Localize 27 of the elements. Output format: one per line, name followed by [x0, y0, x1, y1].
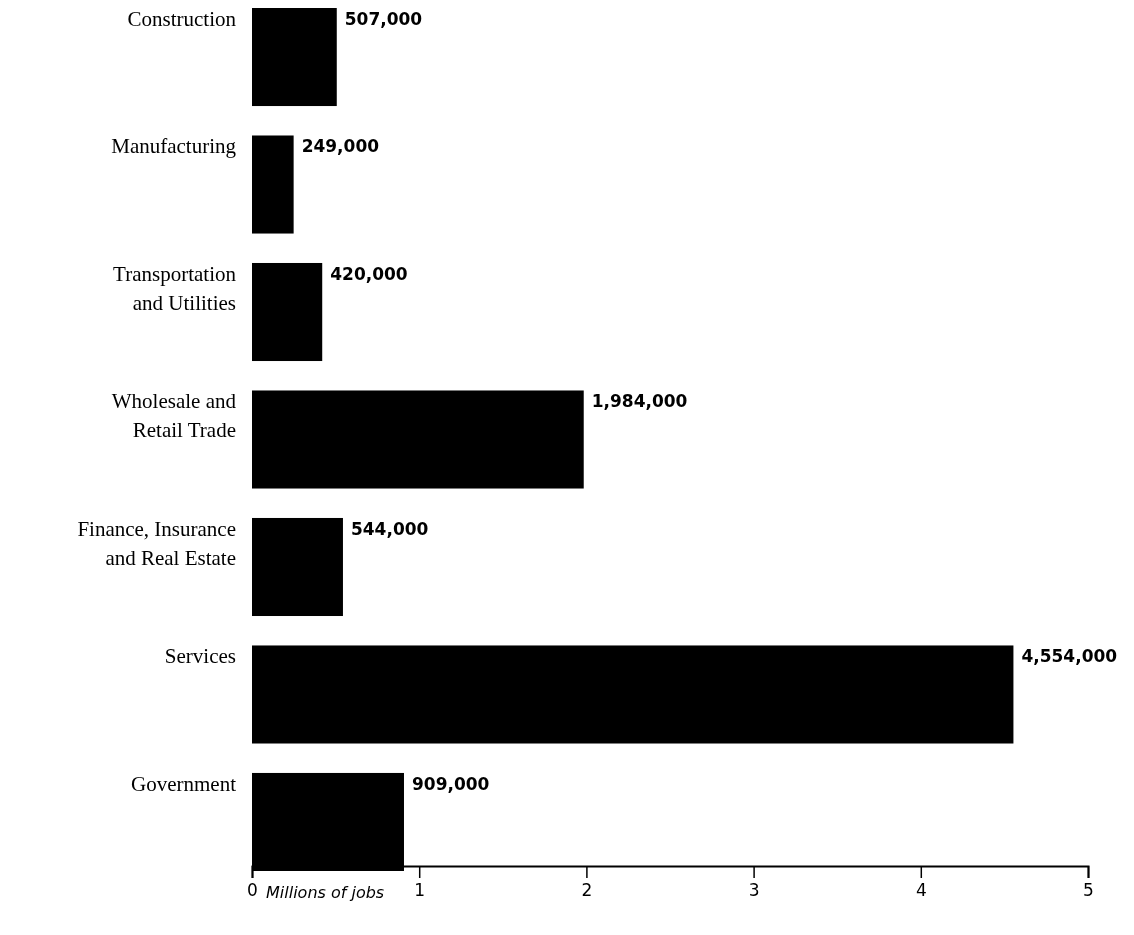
- y-tick-label: Transportation and Utilities: [113, 261, 237, 315]
- y-tick-label: Manufacturing: [111, 134, 237, 159]
- annotation: 4,554,000: [1021, 646, 1118, 667]
- bar: [252, 517, 343, 617]
- y-tick-label: Government: [131, 771, 237, 796]
- bar: [252, 390, 584, 489]
- x-tick-label: 2: [581, 880, 593, 901]
- bar: [252, 135, 294, 234]
- annotation: 420,000: [330, 263, 408, 284]
- y-tick-label: Wholesale and Retail Trade: [111, 389, 237, 443]
- bar: [252, 262, 323, 362]
- x-axis-title: Millions of jobs: [266, 883, 385, 902]
- y-tick-label: Finance, Insurance and Real Estate: [77, 516, 236, 570]
- bar: [252, 8, 337, 107]
- bar: [252, 645, 1014, 744]
- annotation: 1,984,000: [591, 391, 688, 412]
- annotation: 544,000: [350, 518, 429, 539]
- y-tick-label: Services: [164, 644, 236, 669]
- annotation: 909,000: [411, 773, 490, 794]
- x-tick-label: 4: [915, 880, 927, 901]
- x-tick-label: 3: [748, 880, 760, 901]
- y-tick-label: Construction: [127, 7, 237, 31]
- x-tick-label: 0: [247, 880, 258, 901]
- x-tick-label: 1: [414, 880, 426, 901]
- annotation: 507,000: [344, 9, 423, 29]
- x-tick-label: 5: [1083, 880, 1094, 901]
- annotation: 249,000: [301, 136, 380, 157]
